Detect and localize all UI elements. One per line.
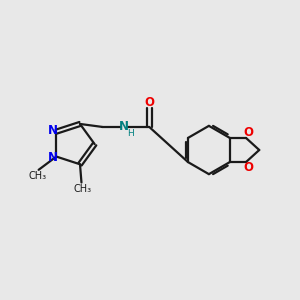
Text: CH₃: CH₃ <box>28 171 46 181</box>
Text: CH₃: CH₃ <box>74 184 92 194</box>
Text: O: O <box>243 160 253 174</box>
Text: O: O <box>144 96 154 109</box>
Text: N: N <box>48 151 58 164</box>
Text: O: O <box>243 126 253 140</box>
Text: H: H <box>127 129 134 138</box>
Text: N: N <box>119 120 129 134</box>
Text: N: N <box>48 124 58 137</box>
